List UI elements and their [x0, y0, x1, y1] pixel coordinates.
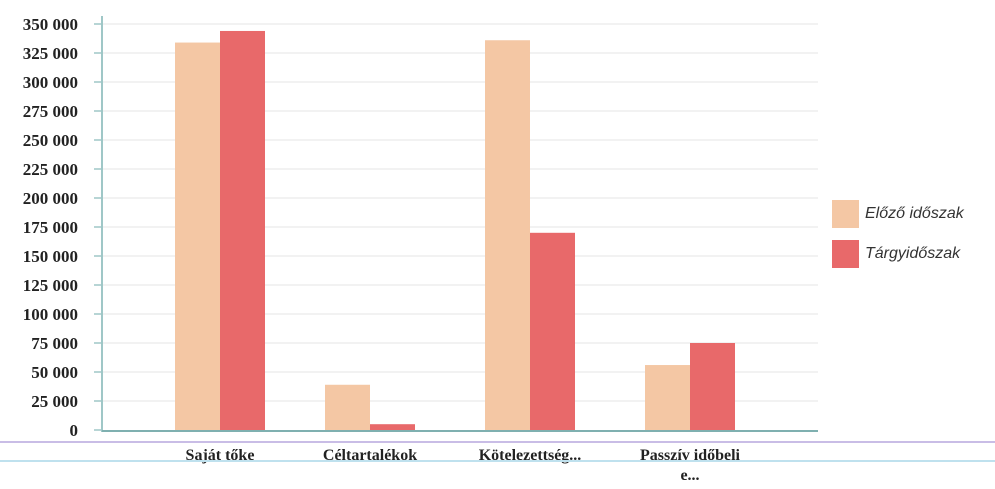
bar-0-1: [325, 384, 370, 430]
bar-0-0: [175, 42, 220, 431]
legend: Előző időszak Tárgyidőszak: [832, 200, 964, 280]
legend-item-series-1: Tárgyidőszak: [832, 240, 964, 268]
bar-1-1: [370, 424, 415, 430]
legend-swatch-series-1: [832, 240, 859, 268]
x-tick-label-2: Kötelezettség...: [479, 447, 582, 464]
x-tick-label-3: Passzív időbeli: [640, 447, 741, 464]
bar-1-2: [530, 232, 575, 430]
y-tick-label-13: 325 000: [23, 44, 78, 63]
x-tick-label-3-line-1: e...: [680, 467, 699, 484]
bar-1-3: [690, 343, 735, 430]
legend-item-series-0: Előző időszak: [832, 200, 964, 228]
y-tick-label-9: 225 000: [23, 160, 78, 179]
legend-label-series-1: Tárgyidőszak: [865, 245, 961, 262]
y-tick-label-5: 125 000: [23, 276, 78, 295]
y-tick-label-10: 250 000: [23, 131, 78, 150]
bar-0-3: [645, 365, 690, 430]
x-tick-label-0: Saját tőke: [186, 447, 255, 464]
y-tick-label-6: 150 000: [23, 247, 78, 266]
y-tick-label-1: 25 000: [31, 392, 78, 411]
y-tick-label-0: 0: [70, 421, 79, 440]
y-tick-label-3: 75 000: [31, 334, 78, 353]
y-tick-label-14: 350 000: [23, 15, 78, 34]
bottom-divider-cyan: [0, 460, 995, 462]
legend-swatch-series-0: [832, 200, 859, 228]
legend-label-series-0: Előző időszak: [865, 205, 964, 222]
y-tick-label-7: 175 000: [23, 218, 78, 237]
y-tick-label-4: 100 000: [23, 305, 78, 324]
y-tick-label-8: 200 000: [23, 189, 78, 208]
bar-1-0: [220, 30, 265, 431]
y-tick-label-12: 300 000: [23, 73, 78, 92]
bottom-divider-purple: [0, 441, 995, 443]
x-tick-label-1: Céltartalékok: [323, 447, 417, 464]
y-tick-label-11: 275 000: [23, 102, 78, 121]
bar-0-2: [485, 40, 530, 431]
y-tick-label-2: 50 000: [31, 363, 78, 382]
